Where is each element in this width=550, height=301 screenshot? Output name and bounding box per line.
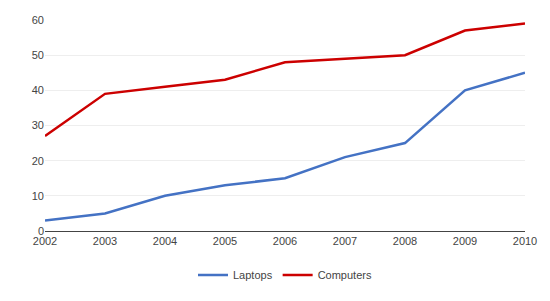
svg-text:50: 50: [32, 49, 44, 61]
svg-text:2008: 2008: [393, 235, 417, 247]
svg-text:40: 40: [32, 84, 44, 96]
svg-text:2003: 2003: [93, 235, 117, 247]
svg-text:60: 60: [32, 14, 44, 26]
svg-text:20: 20: [32, 155, 44, 167]
svg-text:2007: 2007: [333, 235, 357, 247]
svg-text:30: 30: [32, 119, 44, 131]
svg-text:10: 10: [32, 190, 44, 202]
svg-text:2010: 2010: [513, 235, 537, 247]
svg-text:2004: 2004: [153, 235, 177, 247]
svg-text:2005: 2005: [213, 235, 237, 247]
svg-text:2009: 2009: [453, 235, 477, 247]
svg-text:Computers: Computers: [318, 269, 372, 281]
svg-text:Laptops: Laptops: [233, 269, 273, 281]
svg-text:2006: 2006: [273, 235, 297, 247]
svg-text:2002: 2002: [33, 235, 57, 247]
svg-text:0: 0: [38, 225, 44, 237]
